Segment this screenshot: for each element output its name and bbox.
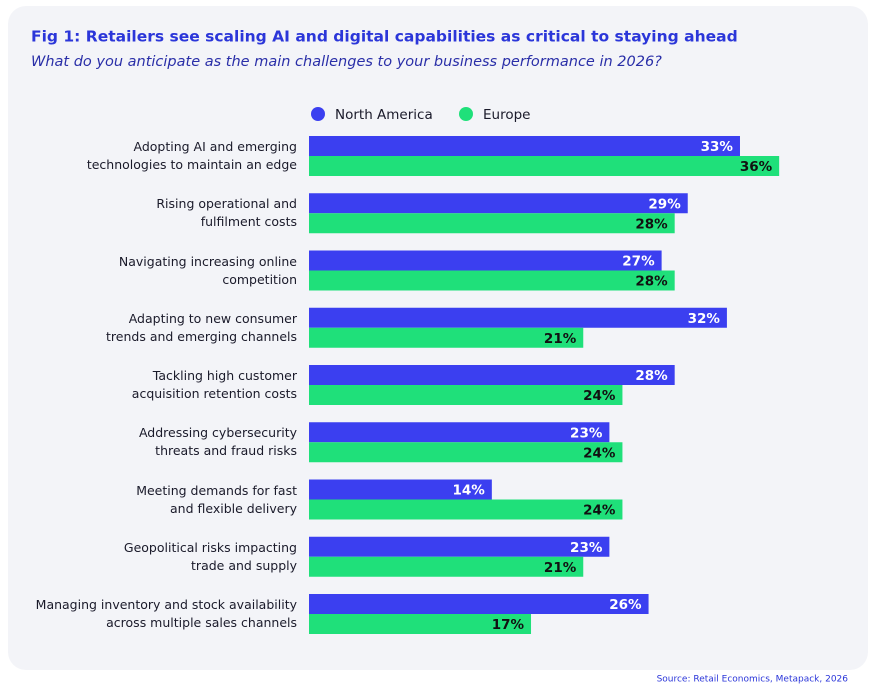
value-label: 21% [544, 560, 577, 576]
bar [309, 499, 623, 520]
value-label: 29% [648, 196, 681, 212]
bar [309, 422, 610, 443]
value-label: 26% [609, 597, 642, 613]
legend-label: North America [335, 107, 433, 123]
category-label: Rising operational and fulfilment costs [156, 196, 297, 230]
bar [309, 193, 688, 214]
legend-swatch [311, 107, 325, 121]
source: Source: Retail Economics, Metapack, 2026 [657, 675, 849, 685]
category-label: Addressing cybersecurity threats and fra… [138, 425, 297, 459]
value-label: 33% [701, 139, 734, 155]
bar [309, 270, 675, 291]
value-label: 36% [740, 159, 773, 175]
bar [309, 614, 532, 634]
bar [309, 327, 584, 348]
bar [309, 307, 727, 328]
value-label: 21% [544, 331, 577, 347]
value-label: 28% [635, 368, 668, 384]
value-label: 23% [570, 540, 603, 556]
value-label: 24% [583, 503, 616, 519]
category-label: Geopolitical risks impacting trade and s… [123, 539, 297, 573]
bar [309, 213, 675, 234]
chart-title: Fig 1: Retailers see scaling AI and digi… [31, 28, 738, 46]
bar [309, 536, 610, 557]
value-label: 24% [583, 388, 616, 404]
category-label: Meeting demands for fast and flexible de… [136, 482, 297, 516]
bar [309, 136, 740, 156]
bar [309, 250, 662, 271]
value-label: 23% [570, 425, 603, 441]
legend-label: Europe [483, 107, 530, 123]
bar [309, 385, 623, 405]
bar [309, 594, 649, 614]
category-label: Adapting to new consumer trends and emer… [106, 310, 297, 344]
category-label: Tackling high customer acquisition reten… [131, 368, 297, 401]
value-label: 24% [583, 445, 616, 461]
value-label: 28% [635, 274, 668, 290]
category-label: Adopting AI and emerging technologies to… [86, 139, 297, 172]
bar [309, 365, 675, 385]
value-label: 32% [688, 311, 721, 327]
legend-swatch [459, 107, 473, 121]
bar [309, 556, 584, 577]
category-label: Navigating increasing online competition [118, 253, 297, 287]
chart-subtitle: What do you anticipate as the main chall… [31, 54, 662, 70]
category-label: Managing inventory and stock availabilit… [35, 597, 297, 630]
value-label: 28% [635, 216, 668, 232]
bar [309, 156, 780, 176]
bar [309, 442, 623, 463]
bar [309, 479, 492, 500]
value-label: 14% [453, 483, 486, 499]
value-label: 17% [492, 617, 525, 633]
value-label: 27% [622, 254, 655, 270]
